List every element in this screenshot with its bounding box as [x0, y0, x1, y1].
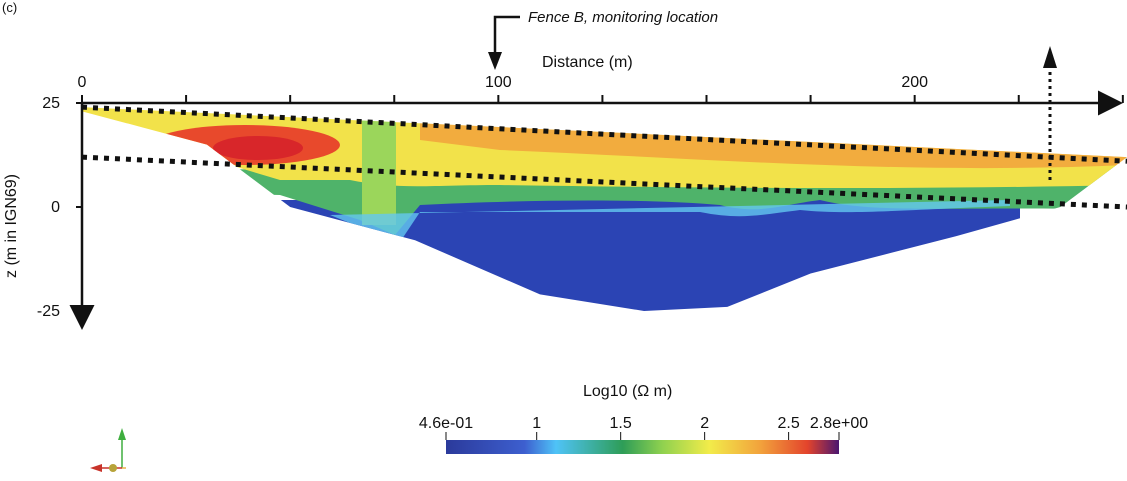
y-ticks: 25 0 -25 [37, 95, 82, 320]
layer-vertical-anomaly [362, 110, 396, 225]
y-tick-label: 0 [51, 199, 60, 216]
colorbar [446, 440, 839, 454]
fence-b-label: Fence B, monitoring location [528, 9, 718, 26]
x-tick-label: 100 [485, 74, 512, 91]
colorbar-tick-label: 1 [532, 415, 541, 432]
resistivity-section [82, 107, 1127, 311]
x-tick-label: 0 [78, 74, 87, 91]
dotted-lines [81, 104, 1127, 210]
right-dotted-arrow [1043, 46, 1057, 180]
axes-orientation-icon [90, 428, 126, 472]
x-axis-title: Distance (m) [542, 54, 633, 71]
colorbar-tick-label: 2 [700, 415, 709, 432]
y-tick-label: 25 [42, 95, 60, 112]
x-tick-label: 200 [901, 74, 928, 91]
colorbar-tick-label: 4.6e-01 [419, 415, 473, 432]
x-ticks: 0 100 200 [78, 74, 1124, 103]
y-tick-label: -25 [37, 303, 60, 320]
colorbar-ticks: 4.6e-01 1 1.5 2 2.5 2.8e+00 [419, 415, 868, 440]
colorbar-tick-label: 2.5 [777, 415, 799, 432]
layer-resistive-core [213, 136, 303, 160]
layer-cyan-fringe [330, 200, 1010, 245]
panel-label: (c) [2, 0, 17, 15]
y-axis-title: z (m in IGN69) [3, 174, 20, 278]
colorbar-tick-label: 2.8e+00 [810, 415, 868, 432]
dotted-line-0 [81, 154, 1127, 210]
colorbar-title: Log10 (Ω m) [583, 383, 672, 400]
dotted-line-1 [81, 104, 1127, 164]
fence-b-marker: Fence B, monitoring location [488, 9, 718, 70]
colorbar-tick-label: 1.5 [610, 415, 632, 432]
